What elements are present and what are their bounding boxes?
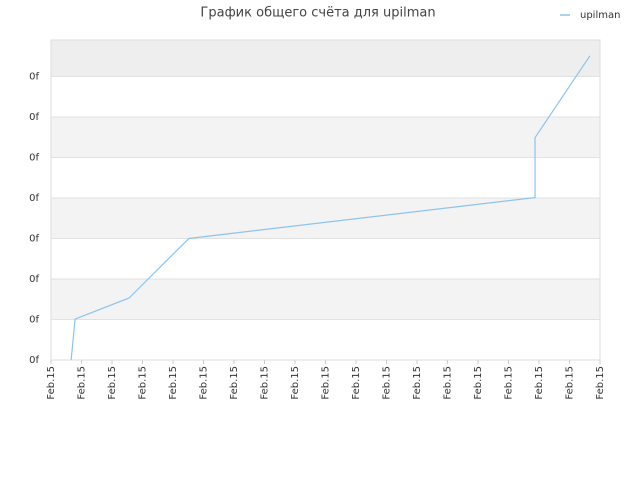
chart-title: График общего счёта для upilman	[200, 6, 435, 21]
x-tick-label: Feb.15	[290, 366, 301, 400]
x-tick-label: Feb.15	[412, 366, 423, 400]
y-tick-label: 0f	[29, 274, 39, 285]
x-tick-label: Feb.15	[260, 366, 271, 400]
x-tick-label: Feb.15	[534, 366, 545, 400]
y-tick-label: 0f	[29, 355, 39, 366]
x-tick-label: Feb.15	[473, 366, 484, 400]
x-tick-label: Feb.15	[168, 366, 179, 400]
y-tick-label: 0f	[29, 193, 39, 204]
x-tick-label: Feb.15	[504, 366, 515, 400]
x-tick-label: Feb.15	[565, 366, 576, 400]
y-tick-label: 0f	[29, 152, 39, 163]
x-tick-label: Feb.15	[351, 366, 362, 400]
band	[51, 116, 600, 158]
x-tick-label: Feb.15	[107, 366, 118, 400]
legend-label: upilman	[580, 10, 620, 21]
x-tick-label: Feb.15	[443, 366, 454, 400]
x-tick-label: Feb.15	[46, 366, 57, 400]
y-tick-label: 0f	[29, 314, 39, 325]
x-tick-label: Feb.15	[382, 366, 393, 400]
x-tick-label: Feb.15	[321, 366, 332, 400]
y-tick-label: 0f	[29, 71, 39, 82]
y-tick-label: 0f	[29, 112, 39, 123]
x-tick-label: Feb.15	[138, 366, 149, 400]
y-tick-label: 0f	[29, 233, 39, 244]
band	[51, 278, 600, 320]
x-tick-label: Feb.15	[229, 366, 240, 400]
x-tick-label: Feb.15	[595, 366, 606, 400]
band	[51, 197, 600, 239]
x-tick-label: Feb.15	[77, 366, 88, 400]
x-tick-label: Feb.15	[199, 366, 210, 400]
band	[51, 40, 600, 77]
series-line	[70, 55, 591, 361]
